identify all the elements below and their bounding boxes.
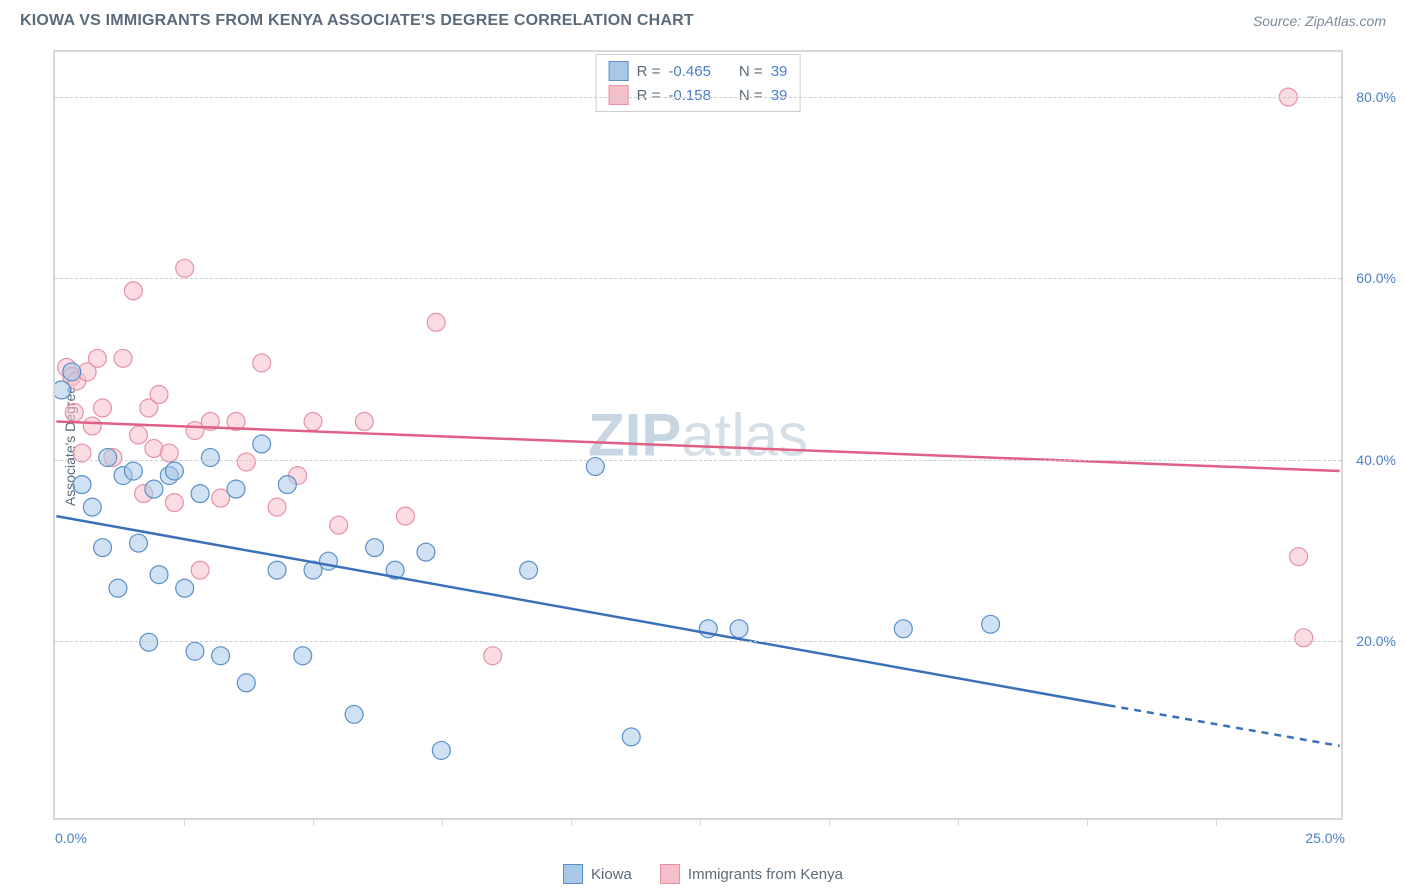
n-label: N = (739, 87, 763, 104)
r-value-kiowa: -0.465 (668, 63, 711, 80)
stats-row-kenya: R = -0.158 N = 39 (609, 85, 788, 105)
stats-legend-box: R = -0.465 N = 39 R = -0.158 N = 39 (596, 54, 801, 112)
legend-swatch-kiowa (563, 864, 583, 884)
stats-row-kiowa: R = -0.465 N = 39 (609, 61, 788, 81)
x-tick (571, 818, 572, 826)
chart-area: ZIPatlas R = -0.465 N = 39 R = -0.158 N … (53, 50, 1343, 820)
r-label: R = (637, 87, 661, 104)
x-tick (184, 818, 185, 826)
x-tick (958, 818, 959, 826)
y-tick-label: 60.0% (1356, 270, 1396, 286)
y-tick-label: 20.0% (1356, 633, 1396, 649)
x-tick (442, 818, 443, 826)
gridline (55, 278, 1341, 279)
gridline (55, 641, 1341, 642)
r-value-kenya: -0.158 (668, 87, 711, 104)
legend-item-kenya: Immigrants from Kenya (660, 864, 843, 884)
n-label: N = (739, 63, 763, 80)
x-tick (1087, 818, 1088, 826)
x-tick (700, 818, 701, 826)
stats-swatch-kenya (609, 85, 629, 105)
x-tick (1216, 818, 1217, 826)
y-tick-label: 40.0% (1356, 452, 1396, 468)
x-tick (313, 818, 314, 826)
bottom-legend: Kiowa Immigrants from Kenya (563, 864, 843, 884)
x-tick (829, 818, 830, 826)
n-value-kenya: 39 (771, 87, 788, 104)
gridline (55, 97, 1341, 98)
legend-swatch-kenya (660, 864, 680, 884)
source-label: Source: ZipAtlas.com (1253, 13, 1386, 29)
legend-label-kiowa: Kiowa (591, 866, 632, 883)
x-tick-label: 25.0% (1305, 830, 1345, 846)
r-label: R = (637, 63, 661, 80)
legend-label-kenya: Immigrants from Kenya (688, 866, 843, 883)
n-value-kiowa: 39 (771, 63, 788, 80)
legend-item-kiowa: Kiowa (563, 864, 632, 884)
gridline (55, 460, 1341, 461)
y-tick-label: 80.0% (1356, 89, 1396, 105)
x-tick-label: 0.0% (55, 830, 87, 846)
scatter-plot (55, 52, 1341, 818)
stats-swatch-kiowa (609, 61, 629, 81)
page-title: KIOWA VS IMMIGRANTS FROM KENYA ASSOCIATE… (20, 12, 694, 30)
